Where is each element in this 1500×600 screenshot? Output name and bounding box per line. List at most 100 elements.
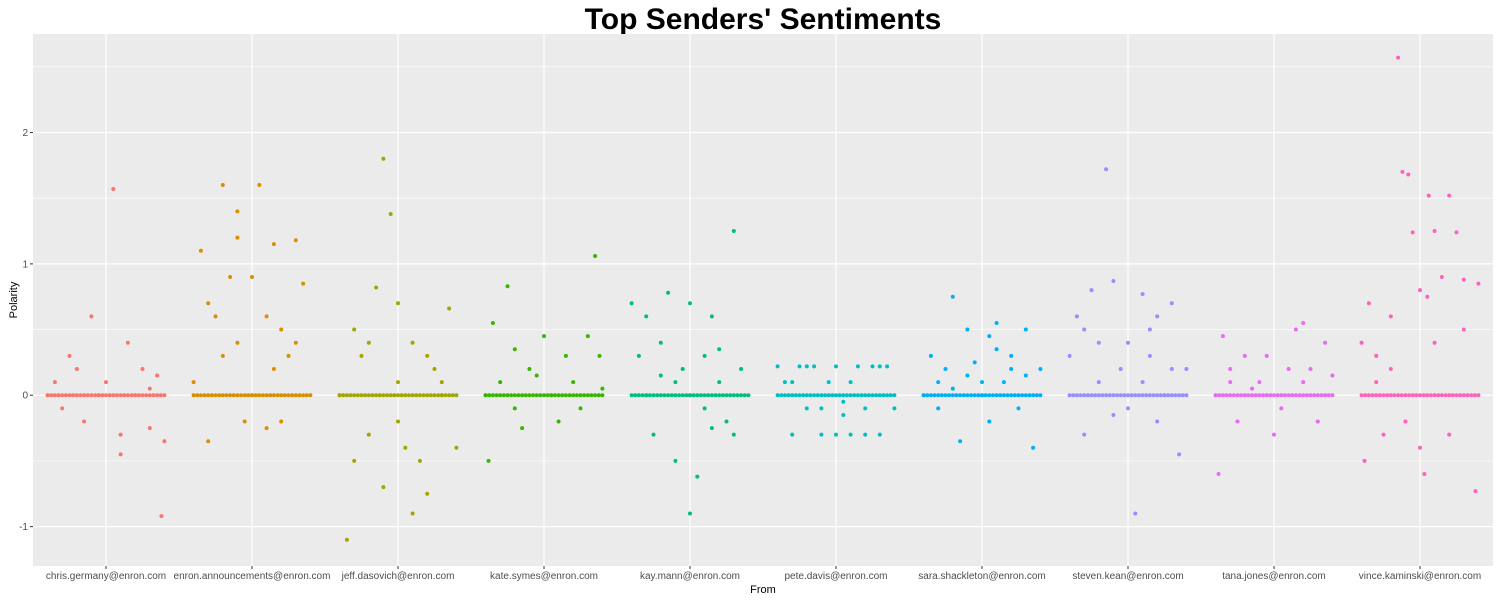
data-point bbox=[1250, 386, 1255, 391]
data-point bbox=[304, 393, 309, 398]
series-group bbox=[1213, 320, 1335, 477]
data-point bbox=[793, 393, 798, 398]
y-tick-label: 0 bbox=[22, 391, 28, 402]
data-point bbox=[709, 426, 714, 431]
data-point bbox=[994, 393, 999, 398]
data-point bbox=[490, 393, 495, 398]
data-point bbox=[450, 393, 455, 398]
data-point bbox=[1235, 393, 1240, 398]
data-point bbox=[943, 366, 948, 371]
data-point bbox=[841, 393, 846, 398]
data-point bbox=[834, 393, 838, 398]
data-point bbox=[998, 393, 1003, 398]
data-point bbox=[1009, 393, 1014, 398]
data-point bbox=[147, 386, 152, 391]
data-point bbox=[735, 393, 740, 398]
data-point bbox=[385, 393, 390, 398]
data-point bbox=[1147, 327, 1152, 332]
data-point bbox=[823, 393, 828, 398]
major-gridlines bbox=[33, 34, 1493, 566]
data-point bbox=[658, 393, 663, 398]
series-group bbox=[45, 187, 167, 519]
data-point bbox=[250, 275, 254, 280]
data-point bbox=[198, 393, 203, 398]
data-point bbox=[1458, 393, 1463, 398]
data-point bbox=[881, 393, 886, 398]
data-point bbox=[932, 393, 937, 398]
data-point bbox=[490, 320, 495, 325]
data-point bbox=[439, 380, 444, 385]
data-point bbox=[396, 419, 400, 424]
data-point bbox=[1224, 393, 1229, 398]
data-point bbox=[1020, 393, 1025, 398]
data-point bbox=[709, 393, 714, 398]
data-point bbox=[217, 393, 222, 398]
data-point bbox=[1396, 55, 1401, 60]
data-point bbox=[640, 393, 645, 398]
data-point bbox=[1426, 193, 1431, 198]
data-point bbox=[702, 353, 707, 358]
data-point bbox=[1118, 366, 1123, 371]
data-point bbox=[520, 426, 525, 431]
data-point bbox=[1038, 393, 1043, 398]
data-point bbox=[414, 393, 419, 398]
data-point bbox=[396, 380, 400, 385]
data-point bbox=[410, 393, 415, 398]
data-point bbox=[1158, 393, 1163, 398]
series-group bbox=[337, 156, 459, 542]
y-tick-label: 1 bbox=[22, 259, 28, 270]
data-point bbox=[1213, 393, 1218, 398]
x-tick-label: tana.jones@enron.com bbox=[1222, 571, 1326, 582]
data-point bbox=[1100, 393, 1105, 398]
data-point bbox=[808, 393, 813, 398]
data-point bbox=[1220, 334, 1225, 339]
data-point bbox=[1104, 167, 1109, 172]
data-point bbox=[498, 393, 503, 398]
data-point bbox=[158, 393, 163, 398]
data-point bbox=[198, 248, 203, 253]
data-point bbox=[1400, 169, 1405, 174]
data-point bbox=[947, 393, 952, 398]
data-point bbox=[1228, 366, 1233, 371]
data-point bbox=[1177, 393, 1182, 398]
data-point bbox=[925, 393, 930, 398]
data-point bbox=[1173, 393, 1178, 398]
data-point bbox=[1009, 353, 1014, 358]
data-point bbox=[1268, 393, 1273, 398]
data-point bbox=[516, 393, 521, 398]
data-point bbox=[1129, 393, 1134, 398]
data-point bbox=[877, 432, 882, 437]
data-point bbox=[1246, 393, 1251, 398]
data-point bbox=[644, 314, 649, 319]
data-point bbox=[443, 393, 448, 398]
data-point bbox=[1220, 393, 1225, 398]
data-point bbox=[1447, 193, 1452, 198]
data-point bbox=[377, 393, 382, 398]
x-axis-title: From bbox=[750, 584, 776, 596]
data-point bbox=[1323, 393, 1328, 398]
data-point bbox=[60, 393, 65, 398]
data-point bbox=[994, 347, 999, 352]
data-point bbox=[819, 393, 824, 398]
data-point bbox=[118, 393, 123, 398]
data-point bbox=[812, 364, 817, 369]
data-point bbox=[691, 393, 696, 398]
data-point bbox=[596, 393, 601, 398]
data-point bbox=[680, 393, 685, 398]
data-point bbox=[1133, 511, 1138, 516]
data-point bbox=[366, 393, 371, 398]
data-point bbox=[96, 393, 101, 398]
y-tick-label: -1 bbox=[19, 522, 28, 533]
data-point bbox=[1082, 327, 1087, 332]
data-point bbox=[651, 432, 656, 437]
data-point bbox=[388, 393, 393, 398]
chart-title: Top Senders' Sentiments bbox=[585, 3, 942, 36]
data-point bbox=[1096, 393, 1101, 398]
data-point bbox=[1239, 393, 1244, 398]
data-point bbox=[1111, 278, 1116, 283]
data-point bbox=[293, 238, 298, 243]
data-point bbox=[1231, 393, 1236, 398]
data-point bbox=[837, 393, 842, 398]
data-point bbox=[1374, 353, 1379, 358]
